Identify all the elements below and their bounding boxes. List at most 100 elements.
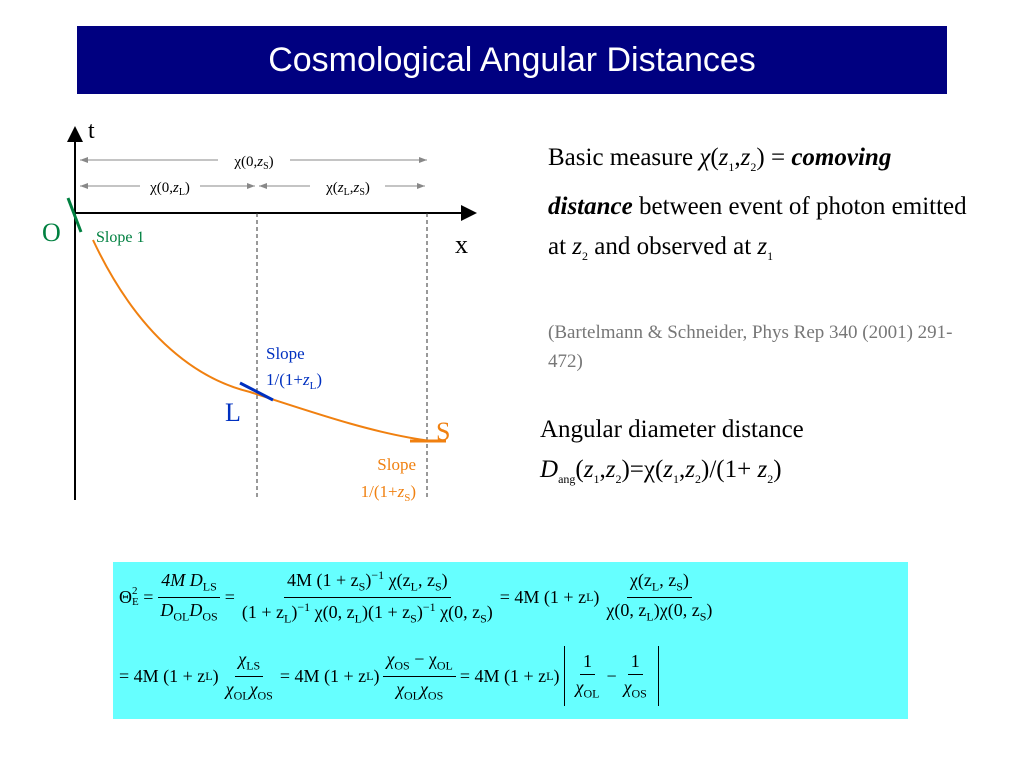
text: ) (185, 180, 190, 196)
text: )χ(0, z (653, 599, 700, 620)
text: χ (699, 144, 711, 171)
text: ) (486, 601, 493, 622)
slope-label: Slope (377, 455, 416, 474)
text: S (404, 492, 410, 504)
text: − χ (409, 648, 437, 669)
text: ) (365, 180, 370, 196)
text: OS (631, 686, 647, 701)
text: comoving distance (548, 144, 892, 220)
text: z (663, 456, 674, 483)
text: S (699, 609, 707, 624)
text: OS (394, 658, 410, 673)
text: z (605, 456, 616, 483)
text: χ(0, z (606, 599, 647, 620)
text: L (586, 589, 594, 604)
text: ) (373, 665, 380, 686)
slope-label: 1/(1+zS) (361, 482, 416, 504)
text: 1 (728, 160, 735, 174)
text: OL (404, 688, 420, 703)
text: χ (238, 648, 247, 669)
text: )=χ( (621, 456, 664, 483)
text: S (410, 611, 417, 626)
text: χ (623, 676, 632, 697)
angular-distance: Angular diameter distance Dang(z1,z2)=χ(z… (540, 410, 960, 499)
text: OS (257, 688, 273, 703)
light-ray (92, 239, 433, 442)
text: LS (202, 579, 217, 594)
text: OL (583, 686, 600, 701)
text: 1/(1+ (266, 370, 303, 389)
lens-label: L (225, 398, 241, 427)
text: = 4M (1 + z (459, 665, 547, 686)
text: Basic measure (548, 144, 700, 171)
text: 4M D (161, 570, 203, 590)
text: ang (558, 472, 576, 486)
text: ) (441, 570, 448, 590)
diagram: t x O L S Slope 1 Slope 1/(1+zL) Slope 1… (42, 118, 477, 504)
text: χ(z (629, 570, 652, 590)
text: 2 (750, 160, 757, 174)
text: χ (225, 678, 234, 699)
text: = 4M (1 + z (279, 665, 367, 686)
text: S (359, 187, 365, 198)
text: )/(1+ (701, 456, 758, 483)
text: ) (773, 456, 782, 483)
text: S (434, 579, 442, 594)
text: L (310, 380, 317, 392)
text: ( (575, 456, 584, 483)
basic-measure: Basic measure χ(z1,z2) = comoving distan… (548, 138, 968, 276)
text: )(1 + z (361, 601, 411, 622)
text: L (284, 611, 292, 626)
text: z (740, 144, 751, 171)
text: χ(z (384, 570, 411, 590)
text: 2 (582, 249, 589, 263)
text: z (685, 456, 696, 483)
text: L (366, 668, 374, 683)
text: OL (173, 609, 190, 624)
text: D (189, 599, 203, 620)
text: 2 (615, 472, 622, 486)
text: D (160, 599, 174, 620)
text: L (205, 668, 213, 683)
text: 1 (767, 249, 774, 263)
tangent-origin (66, 197, 83, 233)
text: χ(0, (149, 180, 173, 196)
text: L (354, 611, 362, 626)
text: 1 (673, 472, 680, 486)
text: , (599, 456, 606, 483)
text: ) = (756, 144, 786, 171)
text: z (256, 154, 263, 170)
text: = 4M (1 + z (119, 665, 206, 686)
text: −1 (422, 599, 436, 614)
text: ) (269, 154, 274, 170)
text: D (540, 456, 559, 483)
text: χ (420, 678, 428, 699)
text: − (606, 665, 617, 686)
text: ) (593, 586, 600, 607)
text: OL (436, 658, 453, 673)
text: , z (417, 570, 435, 590)
text: z (337, 180, 344, 196)
text: OL (233, 688, 250, 703)
text: L (344, 187, 350, 198)
text: , (350, 180, 354, 196)
text: −1 (371, 568, 385, 582)
distance-label: χ(0,zL) (149, 180, 190, 198)
text: χ(0, z (435, 601, 481, 622)
text: between event of photon emitted at (548, 193, 967, 260)
text: z (718, 144, 729, 171)
text: −1 (297, 599, 311, 614)
text: S (676, 579, 683, 594)
text: ) (291, 601, 298, 622)
text: L (179, 187, 185, 198)
equation-row: = 4M (1 + z L) χLS χOLχOS = 4M (1 + z L) χO… (119, 646, 659, 706)
distance-label: χ(zL,zS) (325, 180, 370, 198)
text: χ (386, 648, 395, 669)
text: ) (706, 599, 713, 620)
citation: (Bartelmann & Schneider, Phys Rep 340 (2… (548, 322, 953, 372)
text: = (224, 586, 235, 607)
text: L (410, 579, 418, 594)
text: 2 (132, 585, 138, 598)
